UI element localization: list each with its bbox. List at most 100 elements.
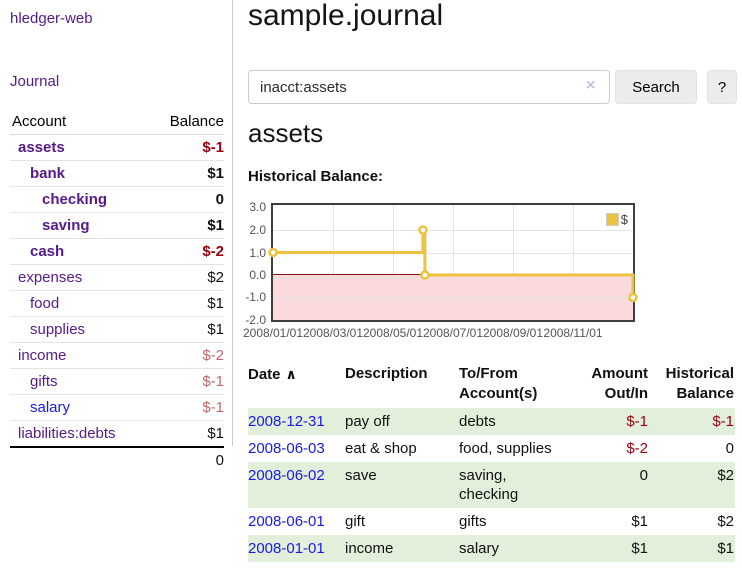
chart-title: Historical Balance: — [248, 168, 384, 185]
legend-label: $ — [620, 212, 628, 227]
transaction-balance: 0 — [725, 440, 734, 457]
transaction-date-link[interactable]: 2008-12-31 — [248, 413, 325, 430]
account-balance: $-1 — [151, 134, 224, 161]
x-axis-label: 2008/05/01 — [362, 326, 424, 340]
balance-series — [268, 225, 638, 303]
account-link-gifts[interactable]: gifts — [30, 373, 58, 390]
account-balance: $1 — [151, 160, 224, 187]
x-axis-label: 2008/09/01 — [482, 326, 544, 340]
y-axis-label: -1.0 — [245, 290, 266, 304]
account-link-cash[interactable]: cash — [30, 243, 65, 260]
account-row: income $-2 — [10, 342, 224, 369]
account-row: gifts $-1 — [10, 368, 224, 395]
account-row: food $1 — [10, 290, 224, 317]
accounts-table: Account Balance assets $-1 bank $1 check… — [10, 109, 224, 473]
accounts-header: To/From Account(s) — [459, 365, 538, 402]
account-link-food[interactable]: food — [30, 295, 60, 312]
x-axis-label: 2008/11/01 — [543, 326, 603, 340]
transaction-accounts: salary — [459, 540, 500, 557]
y-axis-label: -2.0 — [245, 313, 266, 327]
account-balance: $1 — [151, 290, 224, 317]
sidebar: hledger-web Journal Account Balance asse… — [0, 0, 233, 473]
y-axis-label: 2.0 — [249, 223, 266, 237]
clear-search-icon[interactable]: × — [586, 77, 596, 94]
transaction-description: gift — [345, 513, 366, 530]
transaction-date-link[interactable]: 2008-01-01 — [248, 540, 325, 557]
account-balance: $2 — [151, 264, 224, 291]
transaction-balance: $-1 — [712, 413, 734, 430]
transaction-row: 2008-06-01 gift gifts $1 $2 — [248, 508, 735, 535]
account-balance: $-2 — [151, 238, 224, 265]
nav-journal-link[interactable]: Journal — [10, 73, 60, 90]
chart-plot-area: $ — [268, 203, 638, 322]
account-row: cash $-2 — [10, 238, 224, 265]
account-row: checking 0 — [10, 186, 224, 213]
legend-swatch — [605, 213, 619, 226]
account-link-liabilities-debts[interactable]: liabilities:debts — [18, 425, 116, 442]
search-form: × Search ? — [248, 70, 742, 104]
account-link-salary[interactable]: salary — [30, 399, 71, 416]
account-link-saving[interactable]: saving — [42, 217, 90, 234]
transaction-row: 2008-01-01 income salary $1 $1 — [248, 535, 735, 562]
transaction-amount: 0 — [639, 467, 648, 484]
account-link-assets[interactable]: assets — [18, 139, 65, 156]
transaction-accounts: food, supplies — [459, 440, 552, 457]
account-balance: $1 — [151, 316, 224, 343]
transaction-row: 2008-06-02 save saving, checking 0 $2 — [248, 462, 735, 508]
balance-header: Historical Balance — [665, 365, 734, 402]
accounts-total: 0 — [151, 446, 224, 473]
account-link-expenses[interactable]: expenses — [18, 269, 83, 286]
account-row: supplies $1 — [10, 316, 224, 343]
account-balance: $1 — [207, 425, 224, 442]
search-button[interactable]: Search — [615, 70, 697, 104]
transaction-description: pay off — [345, 413, 390, 430]
page-title: sample.journal — [248, 0, 444, 32]
balance-chart: 3.0 2.0 1.0 0.0 -1.0 -2.0 $ 2008/01/01 2… — [243, 200, 742, 345]
account-link-supplies[interactable]: supplies — [30, 321, 86, 338]
y-axis-label: 1.0 — [249, 246, 266, 260]
account-link-checking[interactable]: checking — [42, 191, 108, 208]
account-row: salary $-1 — [10, 394, 224, 421]
app-logo-link[interactable]: hledger-web — [10, 10, 93, 27]
account-heading: assets — [248, 118, 324, 148]
account-link-income[interactable]: income — [18, 347, 67, 364]
transaction-amount: $1 — [631, 513, 648, 530]
account-link-bank[interactable]: bank — [30, 165, 66, 182]
transaction-balance: $2 — [717, 467, 734, 484]
account-row: expenses $2 — [10, 264, 224, 291]
register-header-row: Date ∧ Description To/From Account(s) Amou… — [248, 362, 735, 408]
y-axis-label: 3.0 — [249, 200, 266, 214]
account-column-header: Account — [10, 109, 152, 135]
y-axis-label: 0.0 — [249, 268, 266, 282]
chart-legend: $ — [603, 211, 630, 228]
help-button[interactable]: ? — [707, 70, 737, 104]
transaction-amount: $-2 — [626, 440, 648, 457]
account-balance: 0 — [151, 186, 224, 213]
transaction-balance: $2 — [717, 513, 734, 530]
transaction-date-link[interactable]: 2008-06-01 — [248, 513, 325, 530]
account-balance: $-1 — [151, 394, 224, 421]
transaction-row: 2008-12-31 pay off debts $-1 $-1 — [248, 408, 735, 435]
transaction-amount: $1 — [631, 540, 648, 557]
x-axis-label: 2008/07/01 — [422, 326, 484, 340]
account-balance: $1 — [151, 212, 224, 239]
sort-ascending-icon: ∧ — [285, 366, 297, 382]
account-row: liabilities:debts $1 — [10, 421, 224, 448]
transaction-accounts: debts — [459, 413, 496, 430]
transaction-row: 2008-06-03 eat & shop food, supplies $-2… — [248, 435, 735, 462]
accounts-total-row: 0 — [10, 446, 224, 473]
amount-header: Amount Out/In — [591, 365, 648, 402]
date-sort-header[interactable]: Date ∧ — [248, 366, 297, 383]
transaction-date-link[interactable]: 2008-06-03 — [248, 440, 325, 457]
transaction-balance: $1 — [717, 540, 734, 557]
transaction-accounts: gifts — [459, 513, 487, 530]
transaction-accounts: saving, checking — [459, 467, 519, 503]
transaction-description: save — [345, 467, 377, 484]
account-balance: $-1 — [151, 368, 224, 395]
transaction-amount: $-1 — [626, 413, 648, 430]
account-balance: $-2 — [151, 342, 224, 369]
transaction-date-link[interactable]: 2008-06-02 — [248, 467, 325, 484]
accounts-header-row: Account Balance — [10, 109, 224, 135]
register-table: Date ∧ Description To/From Account(s) Amou… — [248, 362, 735, 562]
search-input[interactable] — [248, 70, 610, 104]
